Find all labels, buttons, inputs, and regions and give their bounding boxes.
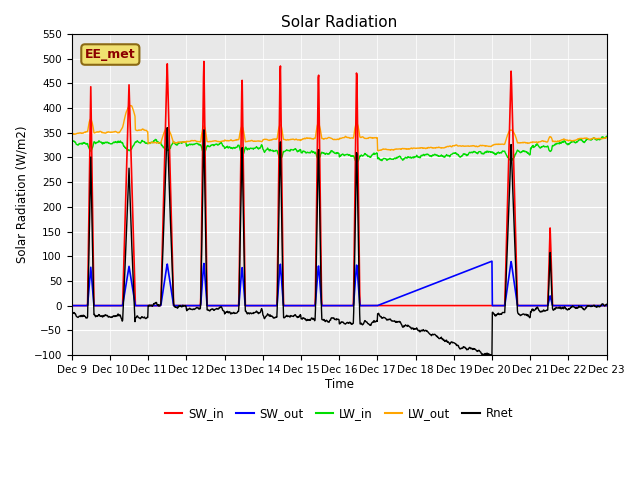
Rnet	[247, 310, 255, 316]
Rnet	[408, 325, 416, 331]
LW_in	[408, 155, 416, 160]
LW_in	[466, 149, 474, 155]
LW_out	[374, 148, 382, 154]
X-axis label: Time: Time	[324, 377, 354, 391]
Rnet	[163, 125, 171, 131]
LW_out	[547, 134, 555, 140]
SW_in	[247, 303, 255, 309]
SW_in	[68, 303, 76, 309]
LW_out	[247, 138, 255, 144]
LW_in	[353, 159, 360, 165]
Line: SW_in: SW_in	[72, 61, 607, 306]
LW_out	[382, 146, 390, 152]
LW_out	[409, 145, 417, 151]
Line: SW_out: SW_out	[72, 261, 607, 306]
SW_in	[200, 59, 208, 64]
Legend: SW_in, SW_out, LW_in, LW_out, Rnet: SW_in, SW_out, LW_in, LW_out, Rnet	[160, 403, 518, 425]
Y-axis label: Solar Radiation (W/m2): Solar Radiation (W/m2)	[15, 126, 28, 263]
SW_out	[547, 296, 555, 302]
Rnet	[68, 310, 76, 315]
LW_in	[603, 133, 611, 139]
SW_out	[465, 267, 473, 273]
SW_in	[547, 249, 555, 254]
Rnet	[381, 315, 389, 321]
SW_in	[408, 303, 416, 309]
SW_in	[184, 303, 191, 309]
SW_in	[466, 303, 474, 309]
Text: EE_met: EE_met	[85, 48, 136, 61]
Rnet	[466, 345, 474, 350]
LW_in	[381, 156, 389, 162]
Line: LW_in: LW_in	[72, 136, 607, 162]
SW_out	[603, 303, 611, 309]
LW_in	[184, 142, 191, 148]
Line: Rnet: Rnet	[72, 128, 607, 356]
LW_out	[184, 139, 192, 144]
LW_out	[68, 131, 76, 137]
SW_in	[603, 303, 611, 309]
SW_out	[381, 300, 389, 305]
Title: Solar Radiation: Solar Radiation	[281, 15, 397, 30]
LW_out	[603, 135, 611, 141]
SW_out	[68, 303, 76, 309]
Rnet	[488, 353, 496, 359]
Rnet	[603, 301, 611, 307]
LW_in	[246, 145, 254, 151]
SW_out	[246, 303, 254, 309]
SW_in	[381, 303, 389, 309]
LW_in	[68, 138, 76, 144]
SW_out	[408, 289, 416, 295]
LW_out	[466, 144, 474, 149]
SW_out	[184, 303, 191, 309]
Line: LW_out: LW_out	[72, 106, 607, 151]
Rnet	[547, 280, 555, 286]
SW_out	[488, 258, 496, 264]
LW_out	[126, 103, 134, 108]
LW_in	[547, 148, 555, 154]
Rnet	[184, 307, 192, 312]
